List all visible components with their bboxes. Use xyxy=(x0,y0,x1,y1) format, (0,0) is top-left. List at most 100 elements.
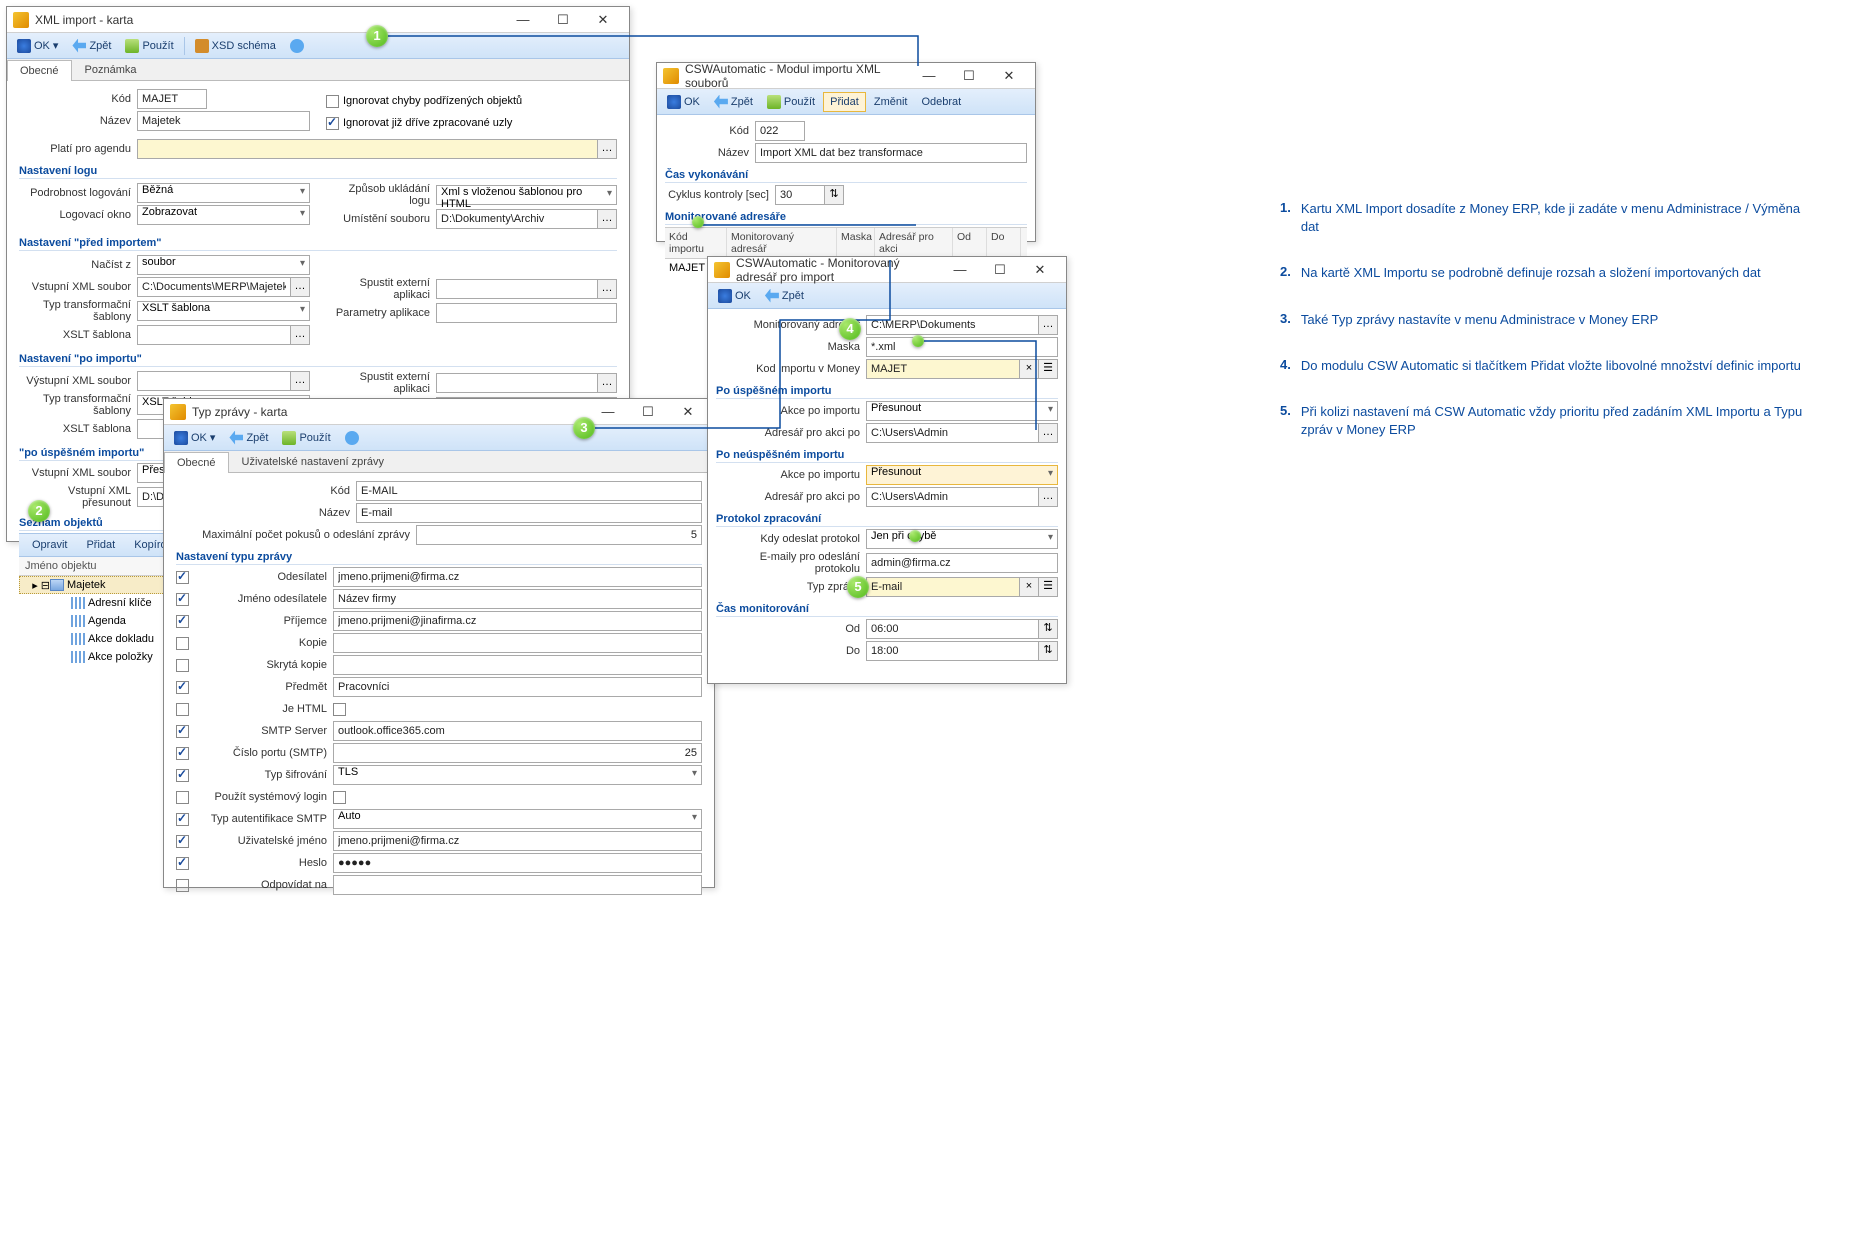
help-button[interactable] xyxy=(339,428,365,448)
enable-auth-checkbox[interactable] xyxy=(176,813,189,826)
tree-edit-button[interactable]: Opravit xyxy=(23,537,73,553)
minimize-button[interactable]: — xyxy=(940,258,980,282)
ok-button[interactable]: OK xyxy=(661,92,706,112)
smtp-input[interactable] xyxy=(333,721,702,741)
maska-input[interactable] xyxy=(866,337,1058,357)
kod-browse[interactable]: ☰ xyxy=(1038,359,1058,379)
enable-prijemce-checkbox[interactable] xyxy=(176,615,189,628)
enable-port-checkbox[interactable] xyxy=(176,747,189,760)
port-input[interactable] xyxy=(333,743,702,763)
nacist-select[interactable]: soubor xyxy=(137,255,310,275)
close-button[interactable]: ✕ xyxy=(583,8,623,32)
jmeno_od-input[interactable] xyxy=(333,589,702,609)
back-button[interactable]: Zpět xyxy=(223,428,274,448)
adr-browse[interactable]: … xyxy=(1038,315,1058,335)
tree-add-button[interactable]: Přidat xyxy=(77,537,121,553)
syslogin-checkbox[interactable] xyxy=(333,791,346,804)
ok-button[interactable]: OK xyxy=(712,286,757,306)
xslt-input[interactable] xyxy=(137,325,291,345)
adr-input[interactable] xyxy=(866,315,1039,335)
umisteni-browse[interactable]: … xyxy=(597,209,617,229)
predmet-input[interactable] xyxy=(333,677,702,697)
sifr-select[interactable]: TLS xyxy=(333,765,702,785)
del-button[interactable]: Odebrat xyxy=(915,93,967,111)
vystupxml-browse[interactable]: … xyxy=(290,371,310,391)
close-button[interactable]: ✕ xyxy=(668,400,708,424)
umisteni-input[interactable] xyxy=(436,209,598,229)
akce1-select[interactable]: Přesunout xyxy=(866,401,1058,421)
spustit2-browse[interactable]: … xyxy=(597,373,617,393)
close-button[interactable]: ✕ xyxy=(989,64,1029,88)
kod-clear[interactable]: × xyxy=(1019,359,1039,379)
cyklus-input[interactable] xyxy=(775,185,825,205)
enable-syslogin-checkbox[interactable] xyxy=(176,791,189,804)
nazev-input[interactable] xyxy=(356,503,702,523)
adr2-browse[interactable]: … xyxy=(1038,487,1058,507)
chk-ignore-errors[interactable] xyxy=(326,95,339,108)
xsd-button[interactable]: XSD schéma xyxy=(189,36,282,56)
prijemce-input[interactable] xyxy=(333,611,702,631)
zpusob-select[interactable]: Xml s vloženou šablonou pro HTML xyxy=(436,185,617,205)
enable-odesilatel-checkbox[interactable] xyxy=(176,571,189,584)
do-spinner[interactable]: ⇅ xyxy=(1038,641,1058,661)
edit-button[interactable]: Změnit xyxy=(868,93,914,111)
xslt-browse[interactable]: … xyxy=(290,325,310,345)
typtrans-select[interactable]: XSLT šablona xyxy=(137,301,310,321)
enable-heslo-checkbox[interactable] xyxy=(176,857,189,870)
max-input[interactable] xyxy=(416,525,702,545)
adr2-input[interactable] xyxy=(866,487,1039,507)
typ-clear[interactable]: × xyxy=(1019,577,1039,597)
minimize-button[interactable]: — xyxy=(909,64,949,88)
odesilatel-input[interactable] xyxy=(333,567,702,587)
apply-button[interactable]: Použít xyxy=(276,428,336,448)
kdy-select[interactable]: Jen při chybě xyxy=(866,529,1058,549)
user-input[interactable] xyxy=(333,831,702,851)
back-button[interactable]: Zpět xyxy=(708,92,759,112)
vstupxml-input[interactable] xyxy=(137,277,291,297)
tab-general[interactable]: Obecné xyxy=(7,60,72,81)
adr1-input[interactable] xyxy=(866,423,1039,443)
enable-predmet-checkbox[interactable] xyxy=(176,681,189,694)
adr1-browse[interactable]: … xyxy=(1038,423,1058,443)
logokno-select[interactable]: Zobrazovat xyxy=(137,205,310,225)
spustit-browse[interactable]: … xyxy=(597,279,617,299)
back-button[interactable]: Zpět xyxy=(759,286,810,306)
spustit-input[interactable] xyxy=(436,279,598,299)
param-input[interactable] xyxy=(436,303,617,323)
enable-html-checkbox[interactable] xyxy=(176,703,189,716)
kod-input[interactable] xyxy=(866,359,1020,379)
nazev-input[interactable] xyxy=(137,111,310,131)
spustit2-input[interactable] xyxy=(436,373,598,393)
ok-button[interactable]: OK ▾ xyxy=(168,428,221,448)
heslo-input[interactable] xyxy=(333,853,702,873)
typ-input[interactable] xyxy=(866,577,1020,597)
skryta-input[interactable] xyxy=(333,655,702,675)
odpov-input[interactable] xyxy=(333,875,702,895)
back-button[interactable]: Zpět xyxy=(66,36,117,56)
enable-sifr-checkbox[interactable] xyxy=(176,769,189,782)
maximize-button[interactable]: ☐ xyxy=(980,258,1020,282)
enable-smtp-checkbox[interactable] xyxy=(176,725,189,738)
apply-button[interactable]: Použít xyxy=(761,92,821,112)
plati-browse-button[interactable]: … xyxy=(597,139,617,159)
enable-kopie-checkbox[interactable] xyxy=(176,637,189,650)
cyklus-spinner[interactable]: ⇅ xyxy=(824,185,844,205)
kod-input[interactable] xyxy=(137,89,207,109)
help-button[interactable] xyxy=(284,36,310,56)
apply-button[interactable]: Použít xyxy=(119,36,179,56)
vstupxml-browse[interactable]: … xyxy=(290,277,310,297)
kod-input[interactable] xyxy=(356,481,702,501)
tab-general[interactable]: Obecné xyxy=(164,452,229,473)
minimize-button[interactable]: — xyxy=(503,8,543,32)
nazev-input[interactable] xyxy=(755,143,1027,163)
vystupxml-input[interactable] xyxy=(137,371,291,391)
close-button[interactable]: ✕ xyxy=(1020,258,1060,282)
maximize-button[interactable]: ☐ xyxy=(949,64,989,88)
enable-skryta-checkbox[interactable] xyxy=(176,659,189,672)
kopie-input[interactable] xyxy=(333,633,702,653)
minimize-button[interactable]: — xyxy=(588,400,628,424)
enable-jmeno_od-checkbox[interactable] xyxy=(176,593,189,606)
auth-select[interactable]: Auto xyxy=(333,809,702,829)
plati-input[interactable] xyxy=(137,139,598,159)
html-checkbox[interactable] xyxy=(333,703,346,716)
